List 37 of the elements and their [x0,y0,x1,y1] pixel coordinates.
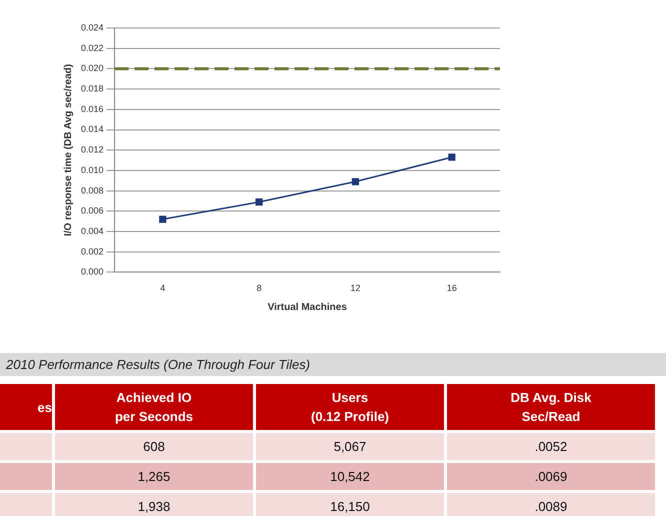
x-axis-title: Virtual Machines [268,302,348,313]
text: 1,265 [55,463,253,490]
text: 16,150 [256,493,444,516]
text: DB Avg. Disk Sec/Read [447,384,655,430]
y-axis-title: I/O response time (DB Avg sec/read) [62,64,74,236]
x-tick-label: 4 [160,283,166,294]
x-tick-label: 8 [256,283,262,294]
x-tick-label: 12 [350,283,360,294]
x-tick-label: 16 [446,283,457,294]
y-tick-label: 0.010 [80,164,104,175]
text: Users (0.12 Profile) [256,384,444,430]
y-tick-label: 0.016 [80,104,104,114]
y-tick-label: 0.008 [80,185,104,196]
text: es [0,384,52,430]
y-tick-label: 0.004 [80,226,104,236]
text: 2010 Performance Results (One Through Four Tiles) [0,353,666,376]
text: Achieved IO per Seconds [55,384,253,430]
text: .0089 [447,493,655,516]
text: 10,542 [256,463,444,490]
text: 608 [55,433,253,460]
text: .0069 [447,463,655,490]
y-tick-label: 0.000 [80,266,104,277]
y-tick-label: 0.002 [80,246,104,256]
point [448,154,456,161]
y-tick-label: 0.018 [80,84,104,94]
y-tick-label: 0.020 [80,63,104,74]
point [352,178,360,186]
y-tick-label: 0.024 [80,22,104,32]
text: .0052 [447,433,655,460]
point [256,198,263,206]
point [159,216,166,223]
y-tick-label: 0.006 [80,206,104,216]
text: 1,938 [55,493,253,516]
y-tick-label: 0.012 [80,144,104,155]
y-tick-label: 0.014 [80,124,104,134]
y-tick-label: 0.022 [80,42,104,53]
text: 5,067 [256,433,444,460]
